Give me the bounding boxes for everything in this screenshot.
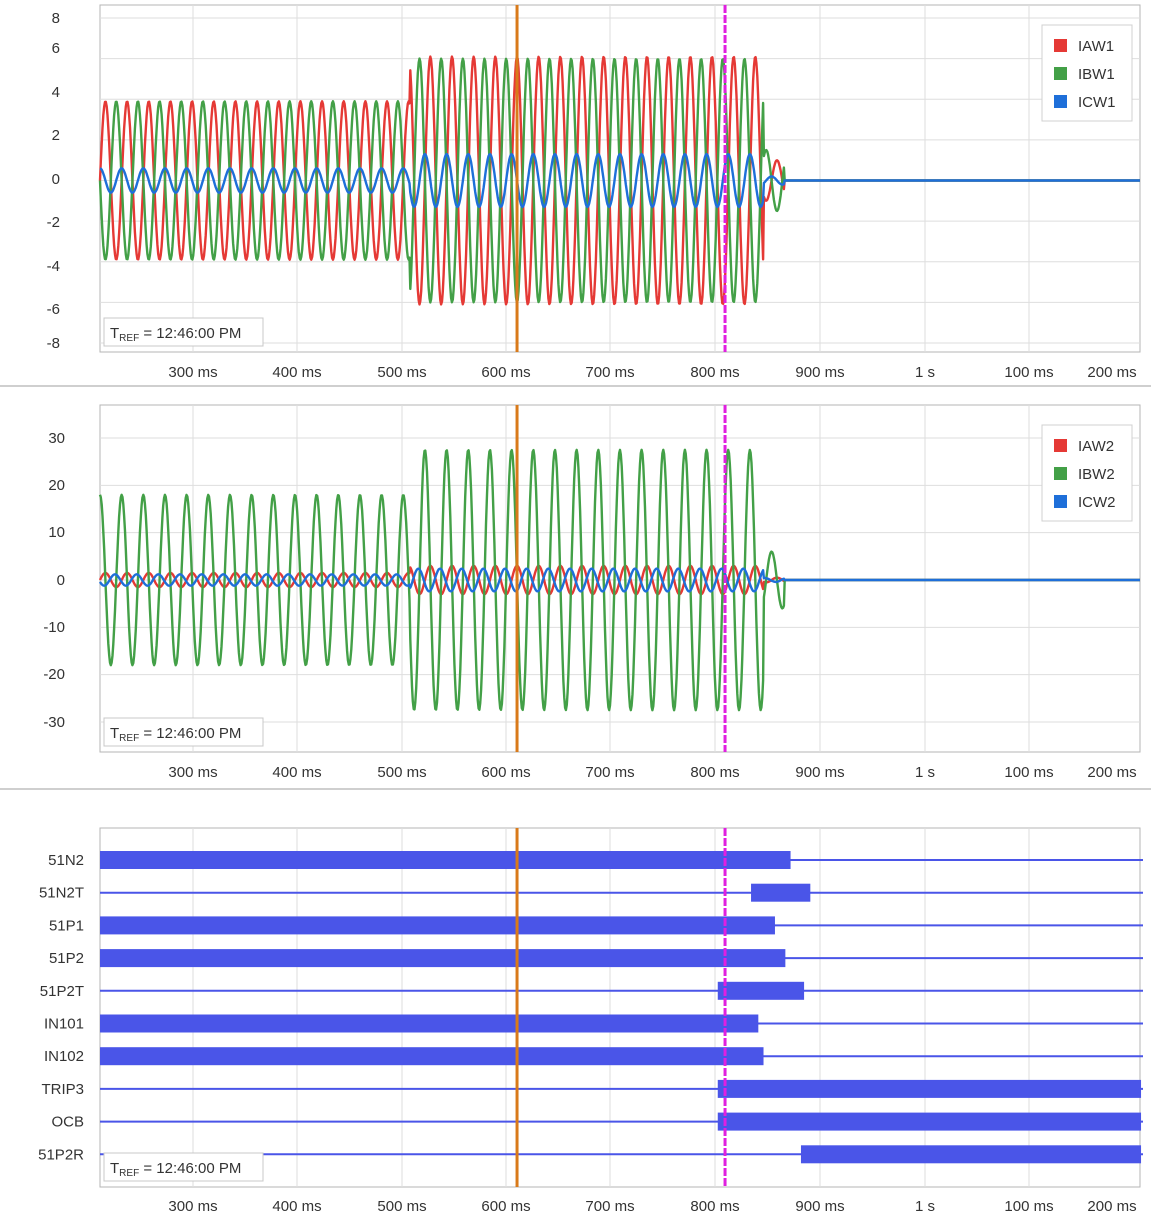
x-tick-label: 400 ms <box>272 764 321 781</box>
channel-label: 51P2T <box>40 983 84 1000</box>
x-tick-label: 600 ms <box>481 364 530 381</box>
channel-label: IN101 <box>44 1016 84 1033</box>
y-tick-label: -2 <box>47 214 60 231</box>
channel-bar-trip3 <box>717 1079 1142 1098</box>
channel-label: 51P1 <box>49 917 84 934</box>
x-tick-label: 700 ms <box>585 364 634 381</box>
legend-swatch <box>1054 67 1067 80</box>
x-tick-label: 100 ms <box>1004 364 1053 381</box>
x-tick-label: 600 ms <box>481 764 530 781</box>
x-tick-label: 300 ms <box>168 764 217 781</box>
legend-entry: IAW2 <box>1078 438 1114 455</box>
y-tick-label: -6 <box>47 301 60 318</box>
channel-label: IN102 <box>44 1048 84 1065</box>
x-tick-label: 800 ms <box>690 1198 739 1215</box>
legend-entry: ICW1 <box>1078 94 1116 111</box>
channel-bar-51p1 <box>100 916 775 935</box>
y-tick-label: 0 <box>57 572 65 589</box>
tref-label: TREF = 12:46:00 PM <box>110 325 241 344</box>
channel-bar-in101 <box>100 1014 759 1033</box>
channel-label: 51P2R <box>38 1146 84 1163</box>
y-tick-label: -10 <box>43 619 65 636</box>
x-tick-label: 100 ms <box>1004 764 1053 781</box>
x-tick-label: 900 ms <box>795 1198 844 1215</box>
plot-frame <box>99 827 1141 1188</box>
x-tick-label: 600 ms <box>481 1198 530 1215</box>
x-tick-label: 500 ms <box>377 1198 426 1215</box>
chart-panel-3: 300 ms 400 ms 500 ms 600 ms 700 ms 800 ms 900 … <box>38 827 1143 1215</box>
series-line-icw2 <box>98 567 1141 593</box>
x-tick-label: 900 ms <box>795 764 844 781</box>
legend-entry: IBW2 <box>1078 466 1115 483</box>
channel-bar-51p2t <box>717 981 805 1000</box>
x-tick-label: 1 s <box>915 364 935 381</box>
y-tick-label: -30 <box>43 714 65 731</box>
tref-label: TREF = 12:46:00 PM <box>110 725 241 744</box>
y-tick-label: 6 <box>52 40 60 57</box>
x-tick-label: 200 ms <box>1087 364 1136 381</box>
chart-panel-2: 300 ms 400 ms 500 ms 600 ms 700 ms 800 ms 900 … <box>43 404 1141 781</box>
channel-bar-51p2 <box>100 949 786 968</box>
x-tick-label: 900 ms <box>795 364 844 381</box>
x-tick-label: 700 ms <box>585 764 634 781</box>
tref-box <box>103 1152 264 1182</box>
x-tick-label: 400 ms <box>272 1198 321 1215</box>
channel-label: 51N2T <box>39 885 84 902</box>
x-tick-label: 500 ms <box>377 764 426 781</box>
legend-swatch <box>1054 39 1067 52</box>
y-tick-label: 8 <box>52 10 60 27</box>
y-tick-label: 4 <box>52 84 60 101</box>
legend-swatch <box>1054 495 1067 508</box>
x-tick-label: 800 ms <box>690 364 739 381</box>
x-tick-label: 400 ms <box>272 364 321 381</box>
channel-label: OCB <box>51 1114 84 1131</box>
x-tick-label: 800 ms <box>690 764 739 781</box>
legend-entry: IBW1 <box>1078 66 1115 83</box>
x-tick-label: 700 ms <box>585 1198 634 1215</box>
y-tick-label: 2 <box>52 127 60 144</box>
y-tick-label: 30 <box>48 430 65 447</box>
y-tick-label: 20 <box>48 477 65 494</box>
x-tick-label: 100 ms <box>1004 1198 1053 1215</box>
x-tick-label: 300 ms <box>168 1198 217 1215</box>
tref-box <box>103 717 264 747</box>
channel-bar-ocb <box>717 1112 1142 1131</box>
legend-entry: ICW2 <box>1078 494 1116 511</box>
chart-panel-1: 300 ms 400 ms 500 ms 600 ms 700 ms 800 ms 900 … <box>47 4 1141 381</box>
legend-swatch <box>1054 439 1067 452</box>
legend-entry: IAW1 <box>1078 38 1114 55</box>
legend-swatch <box>1054 467 1067 480</box>
tref-label: TREF = 12:46:00 PM <box>110 1160 241 1179</box>
channel-bar-51n2 <box>100 851 791 869</box>
channel-label: 51P2 <box>49 950 84 967</box>
y-tick-label: -4 <box>47 258 60 275</box>
channel-label: 51N2 <box>48 852 84 869</box>
x-tick-label: 1 s <box>915 1198 935 1215</box>
x-tick-label: 300 ms <box>168 364 217 381</box>
channel-label: TRIP3 <box>41 1081 84 1098</box>
y-tick-label: 10 <box>48 524 65 541</box>
channel-bar-in102 <box>100 1047 764 1066</box>
x-tick-label: 1 s <box>915 764 935 781</box>
channel-bar-51n2t <box>751 883 811 902</box>
channel-bar-51p2r <box>800 1145 1142 1164</box>
y-tick-label: -8 <box>47 335 60 352</box>
series-line-icw1 <box>99 152 1141 209</box>
y-tick-label: 0 <box>52 171 60 188</box>
y-tick-label: -20 <box>43 666 65 683</box>
x-tick-label: 500 ms <box>377 364 426 381</box>
x-tick-label: 200 ms <box>1087 1198 1136 1215</box>
legend-swatch <box>1054 95 1067 108</box>
x-tick-label: 200 ms <box>1087 764 1136 781</box>
tref-box <box>103 317 264 347</box>
